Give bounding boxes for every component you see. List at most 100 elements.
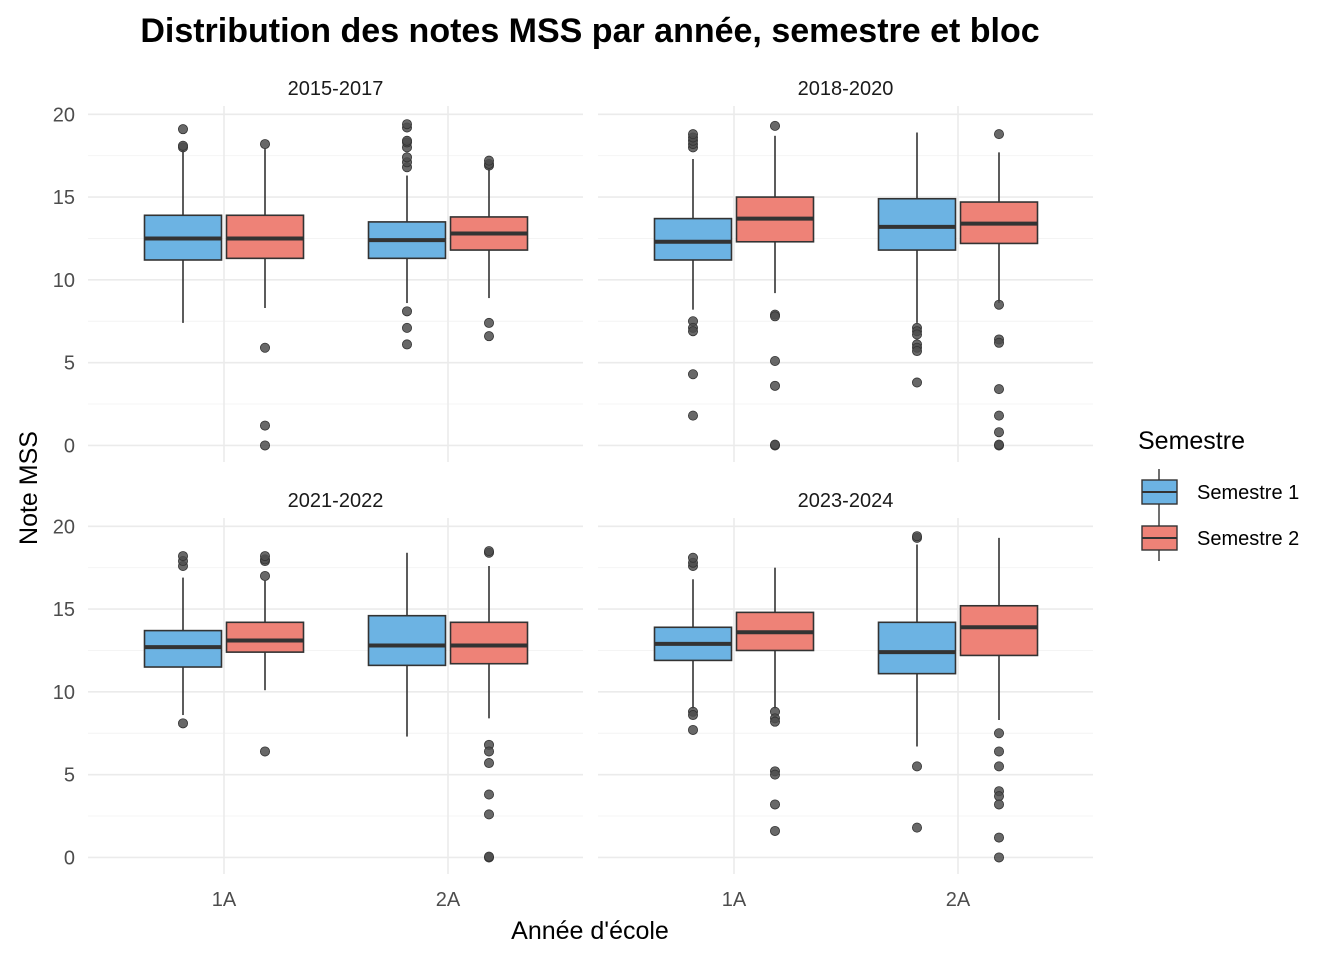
outlier-point	[401, 152, 412, 163]
box-semestre-1	[367, 119, 447, 350]
x-tick-label: 2A	[436, 889, 461, 911]
y-tick-label: 0	[64, 847, 75, 869]
outlier-point	[770, 380, 781, 391]
outlier-point	[688, 724, 699, 735]
outlier-point	[994, 728, 1005, 739]
x-tick-label: 1A	[212, 889, 237, 911]
outlier-point	[994, 337, 1005, 348]
outlier-point	[483, 331, 494, 342]
x-axis-title: Année d'école	[511, 917, 669, 945]
outlier-point	[259, 420, 270, 431]
box-iqr	[877, 621, 957, 675]
outlier-point	[401, 135, 412, 146]
outlier-point	[912, 377, 923, 388]
facet-panel: 2021-2022 0 5 10 15 20 1A 2A	[53, 490, 583, 911]
outlier-point	[401, 339, 412, 350]
facet-label: 2023-2024	[798, 490, 894, 512]
outlier-point	[994, 746, 1005, 757]
outlier-point	[688, 326, 699, 337]
outlier-point	[688, 410, 699, 421]
facet-label: 2015-2017	[288, 78, 384, 100]
legend-title: Semestre	[1138, 427, 1245, 455]
y-tick-label: 20	[53, 104, 75, 126]
box-iqr	[449, 621, 529, 665]
outlier-point	[994, 129, 1005, 140]
facet-panels: 2015-2017 0 5 10 15 20 2018-2020 2021-2022 0 5 10 1…	[53, 78, 1093, 911]
outlier-point	[259, 342, 270, 353]
outlier-point	[259, 570, 270, 581]
outlier-point	[994, 852, 1005, 863]
outlier-point	[259, 746, 270, 757]
outlier-point	[401, 119, 412, 130]
outlier-point	[688, 369, 699, 380]
y-tick-label: 15	[53, 187, 75, 209]
box-semestre-1	[877, 132, 957, 388]
outlier-point	[994, 410, 1005, 421]
outlier-point	[177, 551, 188, 562]
box-semestre-1	[367, 552, 447, 737]
box-iqr	[877, 197, 957, 251]
outlier-point	[483, 746, 494, 757]
facet-label: 2021-2022	[288, 490, 384, 512]
x-tick-label: 2A	[946, 889, 971, 911]
outlier-point	[401, 322, 412, 333]
box-semestre-2	[735, 567, 815, 836]
outlier-point	[994, 799, 1005, 810]
outlier-point	[770, 716, 781, 727]
facet-panel: 2015-2017 0 5 10 15 20	[53, 78, 583, 462]
outlier-point	[259, 551, 270, 562]
outlier-point	[483, 758, 494, 769]
legend: Semestre Semestre 1 Semestre 2	[1138, 427, 1299, 561]
y-tick-label: 15	[53, 599, 75, 621]
outlier-point	[912, 761, 923, 772]
outlier-point	[483, 546, 494, 557]
outlier-point	[483, 789, 494, 800]
facet-panel: 2018-2020	[598, 78, 1093, 462]
box-semestre-1	[143, 124, 223, 323]
outlier-point	[994, 761, 1005, 772]
outlier-point	[912, 346, 923, 357]
outlier-point	[770, 825, 781, 836]
outlier-point	[994, 439, 1005, 450]
outlier-point	[912, 822, 923, 833]
outlier-point	[770, 439, 781, 450]
outlier-point	[177, 718, 188, 729]
box-iqr	[653, 217, 733, 261]
outlier-point	[770, 799, 781, 810]
y-tick-label: 5	[64, 353, 75, 375]
outlier-point	[912, 329, 923, 340]
outlier-point	[177, 124, 188, 135]
outlier-point	[994, 384, 1005, 395]
box-semestre-2	[449, 546, 529, 863]
outlier-point	[483, 317, 494, 328]
outlier-point	[912, 531, 923, 542]
y-axis-title: Note MSS	[15, 431, 43, 545]
y-tick-label: 10	[53, 682, 75, 704]
box-semestre-2	[959, 537, 1039, 863]
y-tick-label: 5	[64, 765, 75, 787]
outlier-point	[770, 120, 781, 131]
outlier-point	[483, 155, 494, 166]
y-tick-label: 20	[53, 516, 75, 538]
outlier-point	[259, 139, 270, 150]
chart-title: Distribution des notes MSS par année, se…	[140, 12, 1039, 50]
box-semestre-2	[225, 551, 305, 757]
box-semestre-2	[449, 155, 529, 342]
outlier-point	[994, 832, 1005, 843]
box-semestre-2	[735, 120, 815, 451]
outlier-point	[259, 440, 270, 451]
legend-item-semestre-2: Semestre 2	[1141, 515, 1299, 561]
outlier-point	[770, 769, 781, 780]
box-semestre-1	[877, 531, 957, 833]
outlier-point	[401, 306, 412, 317]
box-semestre-1	[653, 552, 733, 735]
outlier-point	[688, 552, 699, 563]
outlier-point	[483, 809, 494, 820]
outlier-point	[770, 355, 781, 366]
box-iqr	[225, 621, 305, 653]
y-tick-label: 10	[53, 270, 75, 292]
box-semestre-1	[143, 551, 223, 729]
y-tick-label: 0	[64, 435, 75, 457]
box-semestre-2	[959, 129, 1039, 451]
